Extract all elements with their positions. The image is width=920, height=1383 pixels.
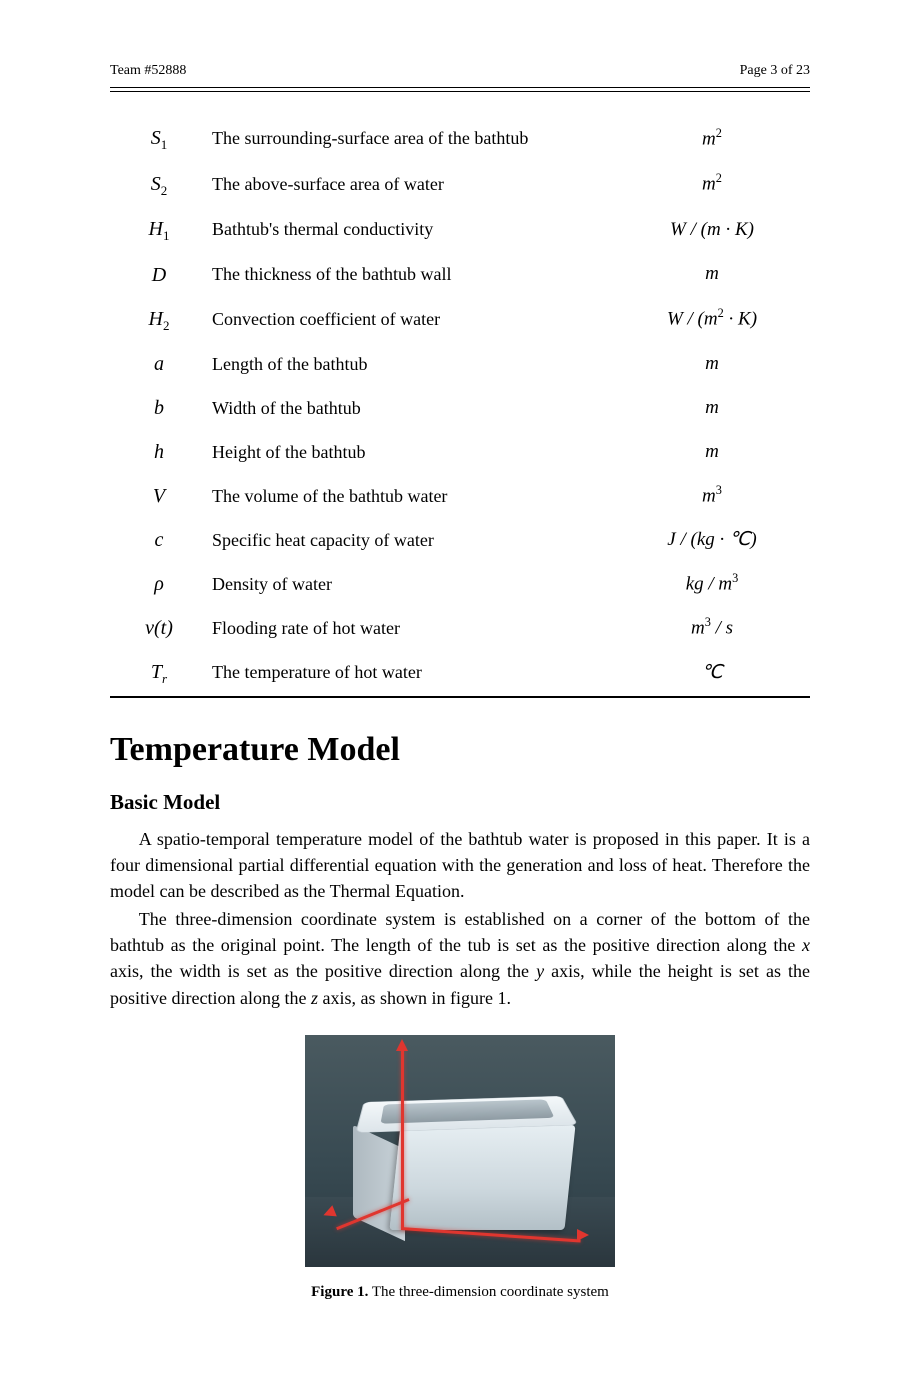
table-row: DThe thickness of the bathtub wallm	[110, 253, 810, 297]
unit-cell: W / (m2 · K)	[614, 297, 810, 343]
symbol-cell: c	[110, 518, 208, 562]
figure-caption: Figure 1. The three-dimension coordinate…	[110, 1281, 810, 1304]
table-row: H1Bathtub's thermal conductivityW / (m ·…	[110, 207, 810, 253]
table-row: TrThe temperature of hot water℃	[110, 650, 810, 697]
table-row: cSpecific heat capacity of waterJ / (kg …	[110, 518, 810, 562]
description-cell: Width of the bathtub	[208, 386, 614, 430]
symbol-cell: S2	[110, 162, 208, 208]
arrow-z	[396, 1039, 408, 1051]
subsection-title: Basic Model	[110, 787, 810, 819]
axis-z	[401, 1045, 404, 1229]
paragraph-1: A spatio-temporal temperature model of t…	[110, 826, 810, 904]
table-row: v(t)Flooding rate of hot waterm3 / s	[110, 606, 810, 650]
table-row: VThe volume of the bathtub waterm3	[110, 474, 810, 518]
figure-label: Figure 1.	[311, 1284, 368, 1300]
symbols-tbody: S1The surrounding-surface area of the ba…	[110, 116, 810, 697]
description-cell: Length of the bathtub	[208, 342, 614, 386]
table-row: ρDensity of waterkg / m3	[110, 562, 810, 606]
symbol-cell: ρ	[110, 562, 208, 606]
page-header: Team #52888 Page 3 of 23	[110, 60, 810, 88]
unit-cell: m3	[614, 474, 810, 518]
paragraph-2: The three-dimension coordinate system is…	[110, 906, 810, 1010]
unit-cell: m2	[614, 162, 810, 208]
symbol-cell: S1	[110, 116, 208, 162]
table-row: S1The surrounding-surface area of the ba…	[110, 116, 810, 162]
unit-cell: m2	[614, 116, 810, 162]
description-cell: Flooding rate of hot water	[208, 606, 614, 650]
table-row: bWidth of the bathtubm	[110, 386, 810, 430]
description-cell: Specific heat capacity of water	[208, 518, 614, 562]
description-cell: Density of water	[208, 562, 614, 606]
symbol-cell: D	[110, 253, 208, 297]
symbols-table: S1The surrounding-surface area of the ba…	[110, 116, 810, 698]
team-id: Team #52888	[110, 60, 186, 81]
symbol-cell: H1	[110, 207, 208, 253]
symbol-cell: a	[110, 342, 208, 386]
description-cell: The surrounding-surface area of the bath…	[208, 116, 614, 162]
symbol-cell: v(t)	[110, 606, 208, 650]
unit-cell: m3 / s	[614, 606, 810, 650]
table-row: hHeight of the bathtubm	[110, 430, 810, 474]
figure-1: Figure 1. The three-dimension coordinate…	[110, 1035, 810, 1304]
unit-cell: m	[614, 386, 810, 430]
description-cell: Bathtub's thermal conductivity	[208, 207, 614, 253]
header-rule	[110, 91, 810, 92]
symbol-cell: b	[110, 386, 208, 430]
unit-cell: J / (kg · ℃)	[614, 518, 810, 562]
symbol-cell: Tr	[110, 650, 208, 697]
description-cell: The volume of the bathtub water	[208, 474, 614, 518]
unit-cell: W / (m · K)	[614, 207, 810, 253]
description-cell: The thickness of the bathtub wall	[208, 253, 614, 297]
description-cell: The above-surface area of water	[208, 162, 614, 208]
unit-cell: m	[614, 342, 810, 386]
symbol-cell: V	[110, 474, 208, 518]
table-row: aLength of the bathtubm	[110, 342, 810, 386]
unit-cell: kg / m3	[614, 562, 810, 606]
tub-front-panel	[389, 1125, 575, 1230]
description-cell: Height of the bathtub	[208, 430, 614, 474]
description-cell: The temperature of hot water	[208, 650, 614, 697]
description-cell: Convection coefficient of water	[208, 297, 614, 343]
bathtub-render	[305, 1035, 615, 1267]
table-row: S2The above-surface area of waterm2	[110, 162, 810, 208]
figure-caption-text: The three-dimension coordinate system	[368, 1284, 609, 1300]
page-number: Page 3 of 23	[740, 60, 810, 81]
symbol-cell: h	[110, 430, 208, 474]
unit-cell: ℃	[614, 650, 810, 697]
unit-cell: m	[614, 430, 810, 474]
unit-cell: m	[614, 253, 810, 297]
symbol-cell: H2	[110, 297, 208, 343]
section-title: Temperature Model	[110, 724, 810, 775]
arrow-x	[577, 1229, 589, 1241]
table-row: H2Convection coefficient of waterW / (m2…	[110, 297, 810, 343]
